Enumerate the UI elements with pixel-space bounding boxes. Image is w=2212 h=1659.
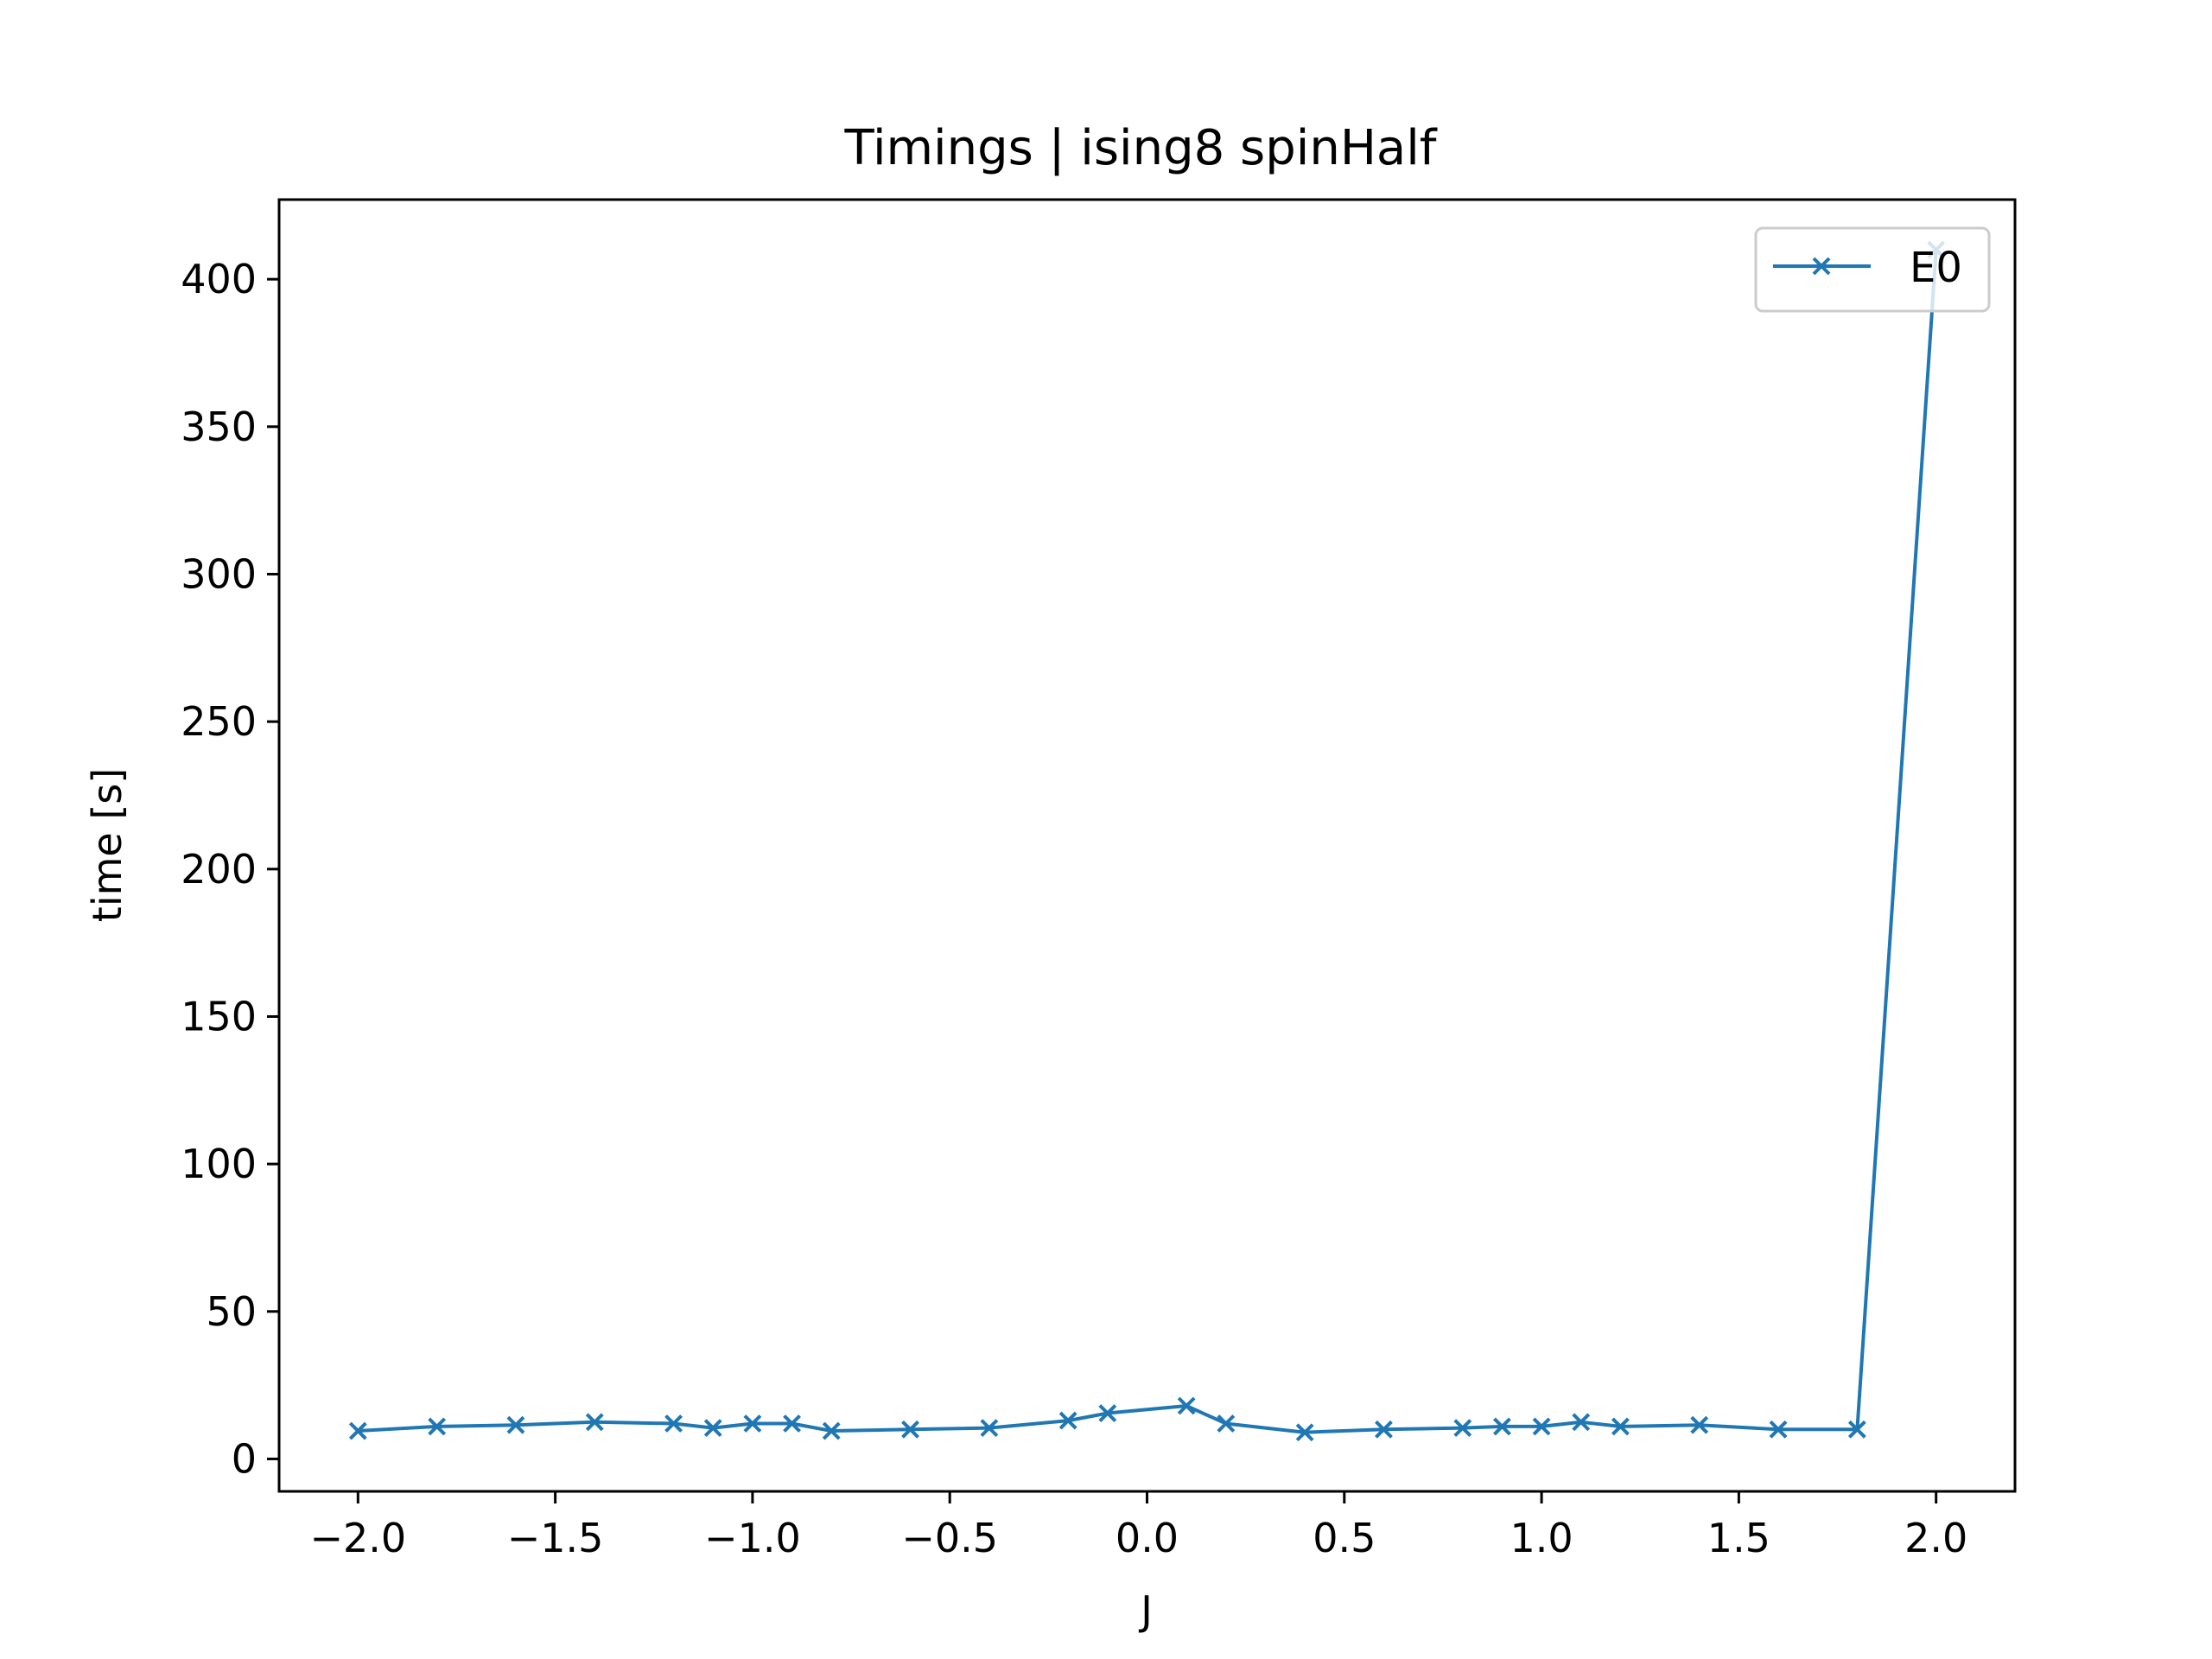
y-axis-label: time [s]: [84, 768, 130, 922]
data-point-marker: [1532, 1417, 1551, 1436]
series-line-e0: [358, 249, 1938, 1434]
data-point-marker: [1177, 1396, 1196, 1415]
chart-title: Timings | ising8 spinHalf: [843, 120, 1437, 176]
data-point-marker: [901, 1420, 919, 1439]
legend-x-marker: [1812, 257, 1831, 276]
y-tick-label-0: 0: [232, 1435, 257, 1482]
data-point-marker: [1375, 1420, 1393, 1439]
y-tick-label-150: 150: [181, 993, 257, 1039]
series-layer: [348, 240, 1946, 1442]
data-point-marker: [1847, 1420, 1866, 1439]
data-point-marker: [585, 1413, 604, 1432]
x-tick-label-0-5: 0.5: [1313, 1515, 1376, 1561]
data-point-marker: [1572, 1413, 1591, 1432]
x-tick-label-minus-1-5: −1.5: [507, 1515, 604, 1561]
data-point-marker: [1611, 1417, 1630, 1436]
y-tick-label-400: 400: [181, 256, 257, 302]
legend-marker-e0: [1812, 257, 1831, 276]
y-tick-label-100: 100: [181, 1141, 257, 1187]
legend-box: [1754, 226, 1991, 313]
data-point-marker: [980, 1419, 999, 1438]
x-tick-label-minus-0-5: −0.5: [901, 1515, 998, 1561]
x-tick-label-1-0: 1.0: [1510, 1515, 1573, 1561]
x-tick-label-minus-1-0: −1.0: [704, 1515, 801, 1561]
data-point-marker: [743, 1414, 762, 1433]
data-point-marker: [822, 1421, 841, 1440]
legend-label-e0: E0: [1910, 244, 1962, 292]
data-point-marker: [348, 1421, 367, 1440]
x-tick-label-2-0: 2.0: [1904, 1515, 1967, 1561]
data-point-marker: [1058, 1411, 1077, 1430]
legend: E0: [1754, 226, 1991, 313]
data-point-marker: [428, 1417, 447, 1436]
data-point-marker: [664, 1414, 683, 1433]
x-tick-label-0-0: 0.0: [1116, 1515, 1179, 1561]
x-axis: −2.0 −1.5 −1.0 −0.5 0.0 0.5 1.0 1.5 2.0: [309, 1491, 1967, 1561]
data-point-marker: [783, 1414, 801, 1433]
data-point-marker: [703, 1419, 722, 1438]
y-tick-label-200: 200: [181, 846, 257, 893]
y-axis: 0 50 100 150 200 250 300 350 400: [181, 256, 279, 1482]
data-point-marker: [506, 1415, 525, 1434]
y-tick-label-250: 250: [181, 698, 257, 745]
data-point-marker: [1453, 1419, 1472, 1438]
y-tick-label-300: 300: [181, 550, 257, 597]
data-point-marker: [1217, 1414, 1236, 1433]
data-point-marker: [1493, 1417, 1511, 1436]
data-point-marker: [1295, 1423, 1314, 1442]
data-point-marker: [1769, 1420, 1788, 1439]
x-axis-label: J: [1138, 1587, 1153, 1634]
x-tick-label-1-5: 1.5: [1707, 1515, 1770, 1561]
data-point-marker: [1098, 1404, 1117, 1422]
x-tick-label-minus-2-0: −2.0: [309, 1515, 406, 1561]
y-tick-label-350: 350: [181, 404, 257, 450]
y-tick-label-50: 50: [206, 1288, 257, 1335]
data-point-marker: [1690, 1415, 1709, 1434]
